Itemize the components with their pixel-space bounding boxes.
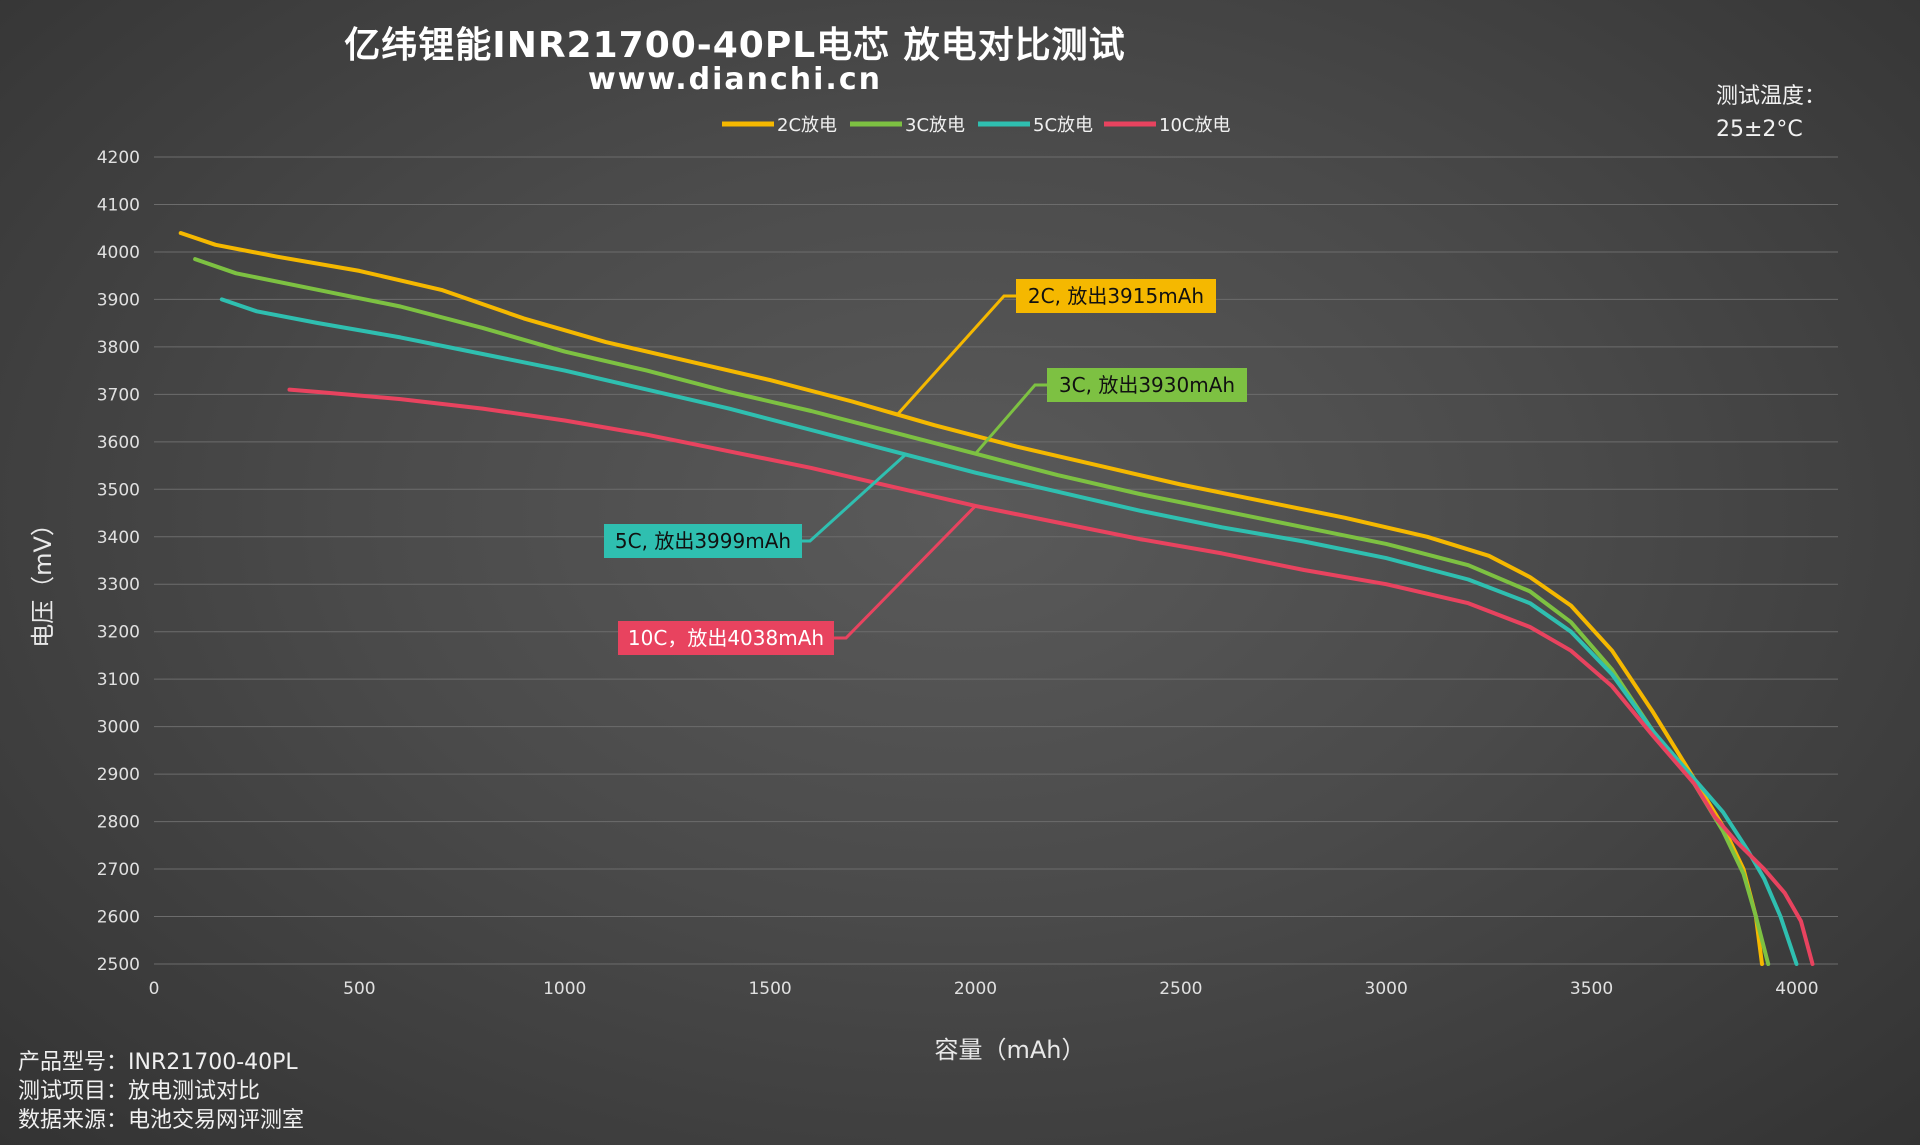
- x-tick-label: 500: [343, 979, 375, 999]
- y-tick-label: 3400: [97, 528, 140, 548]
- series-callouts: 2C, 放出3915mAh 3C, 放出3930mAh 5C, 放出3999mAh 1…: [604, 279, 1247, 655]
- callout-leader-1: [896, 294, 1016, 416]
- legend-label-1: 2C放电: [777, 115, 837, 136]
- x-tick-label: 4000: [1775, 979, 1818, 999]
- y-tick-label: 3700: [97, 385, 140, 405]
- callout-box-2: [1047, 368, 1247, 402]
- y-tick-label: 4100: [97, 195, 140, 215]
- y-tick-label: 2500: [97, 955, 140, 975]
- callout-label-1: 2C, 放出3915mAh: [1028, 284, 1204, 308]
- legend: 2C放电 3C放电 5C放电 10C放电: [722, 115, 1230, 136]
- y-axis-ticks: 2500 2600 2700 2800 2900 3000 3100 3200 3300 3400…: [97, 148, 140, 975]
- footer-source: 数据来源：电池交易网评测室: [18, 1108, 305, 1133]
- x-tick-label: 2500: [1159, 979, 1202, 999]
- footer-info: 产品型号：INR21700-40PL 测试项目：放电测试对比 数据来源：电池交易…: [18, 1048, 304, 1135]
- x-tick-label: 3500: [1570, 979, 1613, 999]
- legend-label-3: 5C放电: [1033, 115, 1093, 136]
- x-tick-label: 1000: [543, 979, 586, 999]
- callout-label-3: 5C, 放出3999mAh: [615, 529, 791, 553]
- y-tick-label: 3600: [97, 433, 140, 453]
- series-line-4: [287, 387, 1815, 966]
- footer-model: 产品型号：INR21700-40PL: [18, 1050, 298, 1075]
- x-tick-label: 2000: [954, 979, 997, 999]
- y-tick-label: 2900: [97, 765, 140, 785]
- y-tick-label: 4000: [97, 243, 140, 263]
- y-tick-label: 2600: [97, 908, 140, 928]
- x-tick-label: 1500: [748, 979, 791, 999]
- y-axis-label: 电压（mV）: [29, 512, 57, 648]
- x-axis-ticks: 0 500 1000 1500 2000 2500 3000 3500 4000: [149, 979, 1819, 999]
- callout-box-3: [604, 524, 802, 558]
- y-tick-label: 4200: [97, 148, 140, 168]
- footer-test-item: 测试项目：放电测试对比: [18, 1079, 261, 1104]
- y-tick-label: 2800: [97, 813, 140, 833]
- legend-label-4: 10C放电: [1159, 115, 1230, 136]
- series-line-3: [219, 297, 1799, 966]
- y-tick-label: 3200: [97, 623, 140, 643]
- callout-box-1: [1016, 279, 1216, 313]
- y-tick-label: 3300: [97, 575, 140, 595]
- legend-label-2: 3C放电: [905, 115, 965, 136]
- x-tick-label: 3000: [1365, 979, 1408, 999]
- callout-leader-2: [974, 383, 1047, 455]
- y-tick-label: 3500: [97, 480, 140, 500]
- x-tick-label: 0: [149, 979, 160, 999]
- test-temperature-value: 25±2°C: [1716, 117, 1803, 142]
- callout-label-2: 3C, 放出3930mAh: [1059, 373, 1235, 397]
- callout-label-4: 10C，放出4038mAh: [628, 626, 824, 650]
- callout-leader-4: [834, 504, 977, 640]
- x-axis-label: 容量（mAh）: [934, 1036, 1086, 1064]
- series-line-1: [178, 231, 1764, 966]
- grid-lines: [154, 156, 1838, 965]
- y-tick-label: 2700: [97, 860, 140, 880]
- chart-title: 亿纬锂能INR21700-40PL电芯 放电对比测试: [344, 25, 1126, 66]
- y-tick-label: 3100: [97, 670, 140, 690]
- series-line-2: [193, 257, 1771, 966]
- chart-subtitle: www.dianchi.cn: [588, 62, 882, 97]
- test-temperature: 测试温度： 25±2°C: [1716, 80, 1826, 146]
- y-tick-label: 3000: [97, 718, 140, 738]
- callout-leader-3: [802, 453, 907, 543]
- y-tick-label: 3800: [97, 338, 140, 358]
- test-temperature-label: 测试温度：: [1716, 84, 1827, 109]
- callout-box-4: [618, 621, 834, 655]
- y-tick-label: 3900: [97, 290, 140, 310]
- series-lines: [178, 231, 1815, 966]
